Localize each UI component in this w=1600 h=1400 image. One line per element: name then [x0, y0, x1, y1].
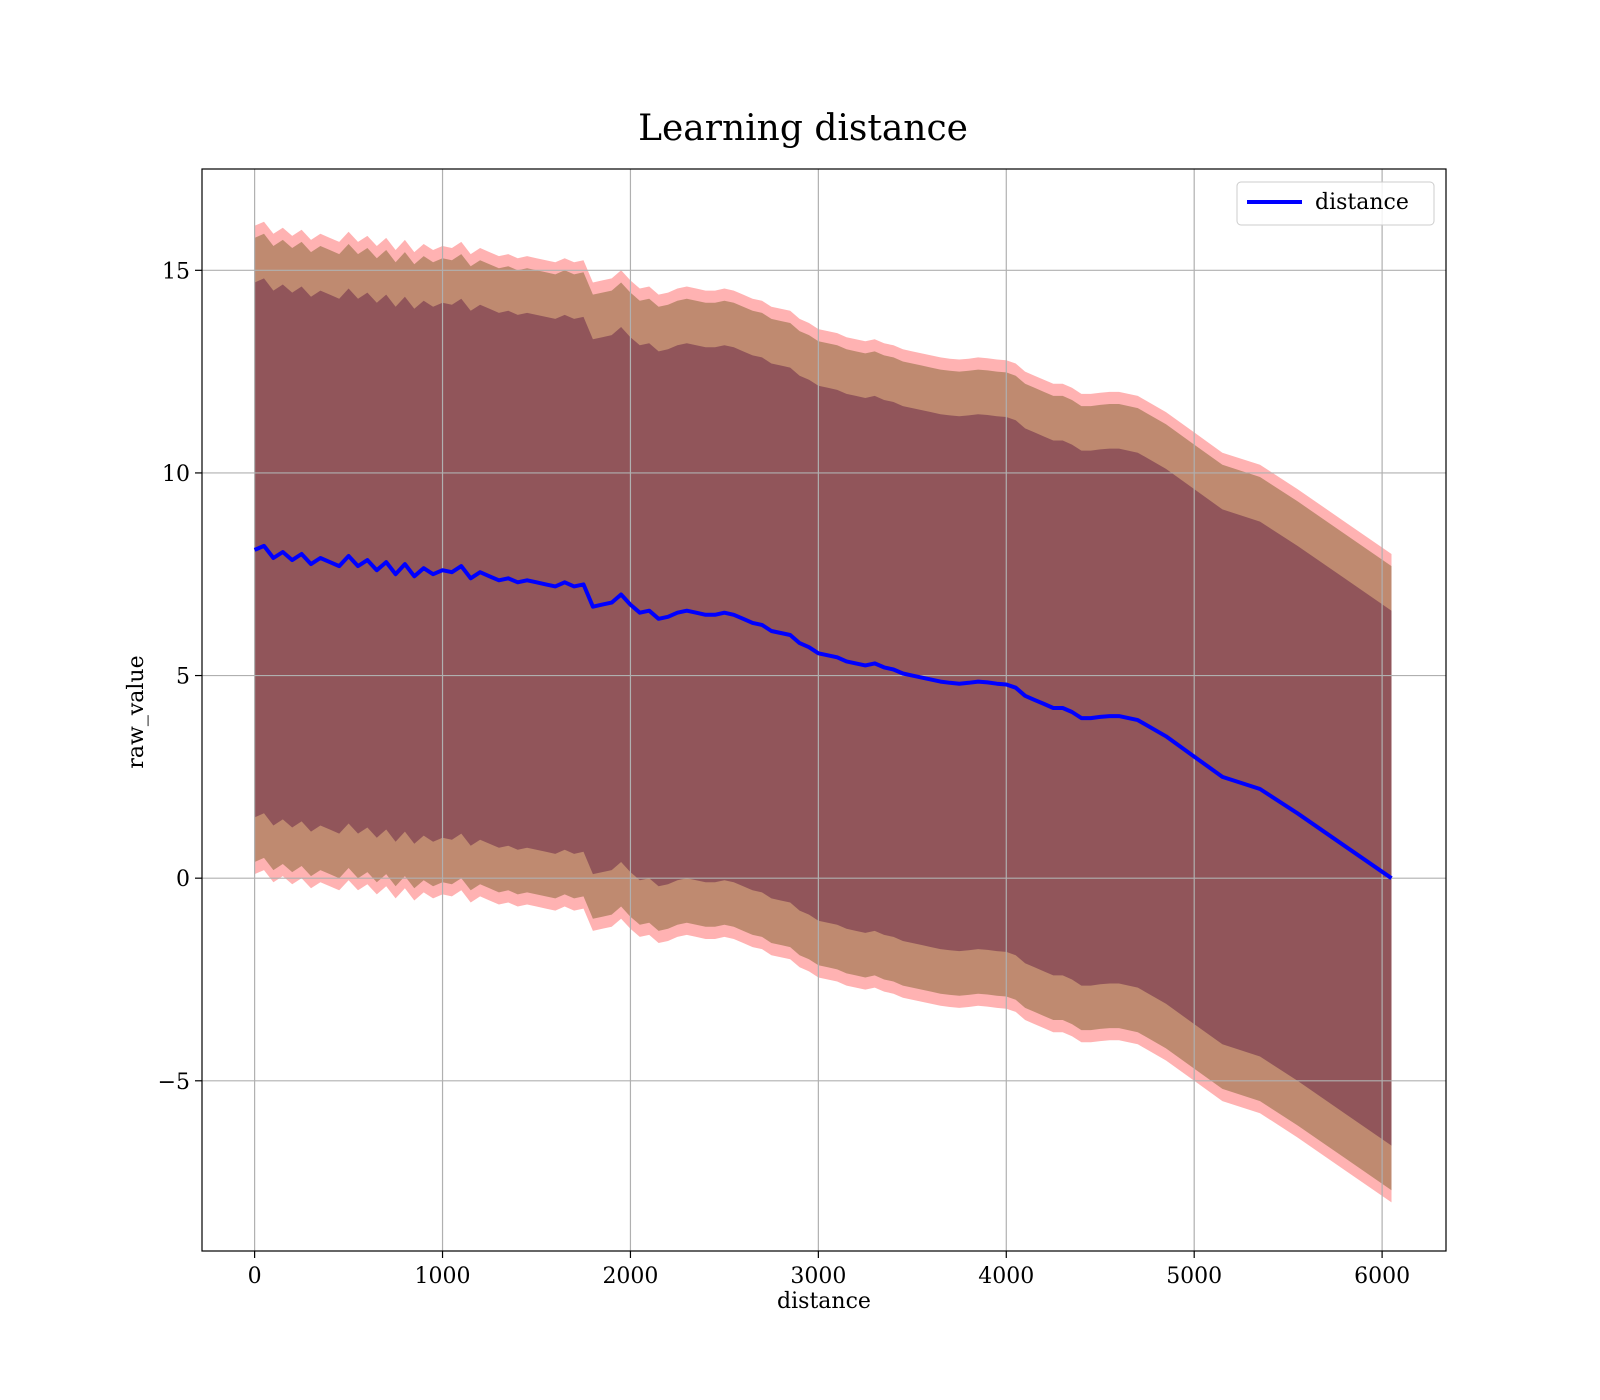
- y-tick-label: 0: [176, 867, 190, 892]
- x-tick-label: 0: [248, 1264, 262, 1289]
- y-tick-label: 15: [162, 259, 190, 284]
- y-tick-label: 10: [162, 462, 190, 487]
- plot-frame: [201, 168, 1447, 1252]
- x-tick-label: 2000: [602, 1264, 658, 1289]
- x-tick-label: 5000: [1166, 1264, 1222, 1289]
- gridlines: [202, 169, 1446, 1251]
- x-axis: 0 1000 2000 3000 4000 5000 6000: [248, 1251, 1410, 1289]
- y-tick-label: −5: [158, 1070, 190, 1095]
- legend-box: [1236, 181, 1435, 226]
- y-axis: −5 0 5 10 15: [158, 259, 202, 1095]
- series-lines: [253, 543, 1393, 880]
- legend: distance: [1236, 181, 1435, 226]
- y-tick-label: 5: [176, 665, 190, 690]
- x-tick-label: 4000: [978, 1264, 1034, 1289]
- x-tick-label: 1000: [415, 1264, 471, 1289]
- confidence-bands: [254, 221, 1392, 1203]
- chart-title: Learning distance: [638, 108, 968, 149]
- legend-label-distance: distance: [1315, 190, 1409, 215]
- y-axis-label: raw_value: [124, 655, 149, 768]
- x-tick-label: 6000: [1354, 1264, 1410, 1289]
- x-tick-label: 3000: [790, 1264, 846, 1289]
- band-inner: [254, 278, 1392, 1146]
- series-line-distance: [253, 543, 1393, 880]
- x-axis-label: distance: [777, 1289, 871, 1314]
